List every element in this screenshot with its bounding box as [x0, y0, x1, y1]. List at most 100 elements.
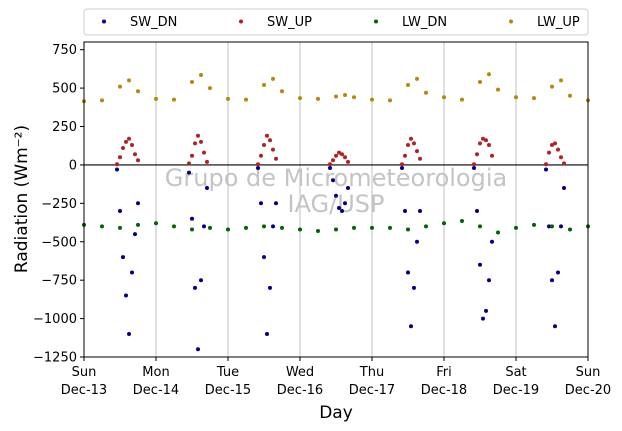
data-point — [100, 98, 104, 103]
data-point — [226, 227, 230, 232]
data-point — [562, 161, 566, 166]
data-point — [208, 86, 212, 91]
data-point — [400, 162, 404, 167]
data-point — [337, 206, 341, 210]
x-tick-label-day: Sun — [72, 365, 97, 380]
data-point — [406, 143, 410, 147]
data-point — [262, 255, 266, 260]
data-point — [496, 230, 500, 235]
data-point — [118, 155, 122, 160]
data-point — [562, 186, 566, 190]
legend-marker — [239, 19, 243, 24]
x-tick-label-day: Tue — [216, 365, 239, 380]
data-point — [172, 97, 176, 102]
data-point — [124, 139, 128, 144]
x-tick-label-day: Mon — [142, 365, 169, 380]
data-point — [550, 143, 554, 147]
x-tick-label-date: Dec-17 — [349, 383, 395, 398]
data-point — [130, 270, 134, 275]
data-point — [460, 219, 464, 223]
y-tick-label: 250 — [52, 120, 77, 135]
legend-label: LW_DN — [402, 15, 447, 30]
data-point — [202, 224, 206, 229]
data-point — [352, 95, 356, 100]
data-point — [280, 89, 284, 94]
data-point — [559, 155, 563, 160]
legend: SW_DN SW_UP LW_DN LW_UP — [83, 8, 589, 36]
data-point — [226, 96, 230, 101]
x-axis-label: Day — [319, 403, 353, 423]
series-sw-dn — [115, 166, 566, 352]
x-tick-label-date: Dec-16 — [277, 383, 323, 398]
data-point — [154, 221, 158, 226]
x-tick-label-date: Dec-19 — [493, 383, 539, 398]
watermark-line-1: Grupo de Micrometeorologia — [165, 164, 507, 192]
data-point — [118, 84, 122, 89]
data-point — [259, 153, 263, 158]
legend-label: LW_UP — [537, 15, 580, 30]
legend-marker — [102, 19, 106, 24]
data-point — [190, 153, 194, 158]
series-lw-up — [82, 72, 590, 104]
watermark: Grupo de Micrometeorologia IAG/USP — [165, 164, 507, 218]
data-point — [136, 201, 140, 206]
data-point — [100, 224, 104, 229]
data-point — [256, 162, 260, 167]
legend-marker — [509, 19, 513, 24]
data-point — [343, 201, 347, 206]
data-point — [424, 224, 428, 229]
data-point — [334, 227, 338, 232]
data-point — [334, 153, 338, 158]
data-point — [172, 224, 176, 229]
data-point — [328, 166, 332, 170]
legend-label: SW_UP — [267, 15, 312, 30]
data-point — [193, 285, 197, 290]
plot-frame — [83, 41, 589, 358]
data-point — [352, 225, 356, 230]
data-point — [478, 262, 482, 267]
x-tick-label-day: Wed — [286, 365, 314, 380]
data-point — [481, 136, 485, 141]
data-point — [259, 201, 263, 206]
data-point — [199, 73, 203, 77]
data-point — [202, 150, 206, 155]
y-tick-label: −1000 — [33, 312, 77, 327]
data-point — [415, 149, 419, 154]
x-tick-label-date: Dec-14 — [133, 383, 179, 398]
data-point — [424, 90, 428, 95]
data-point — [136, 222, 140, 227]
data-point — [115, 167, 119, 172]
data-point — [121, 146, 125, 150]
data-point — [334, 94, 338, 99]
data-point — [547, 224, 551, 229]
data-point — [370, 225, 374, 230]
data-point — [340, 152, 344, 157]
data-point — [268, 285, 272, 290]
data-point — [136, 89, 140, 94]
data-point — [316, 96, 320, 101]
data-point — [559, 224, 563, 229]
data-point — [334, 193, 338, 198]
data-point — [196, 347, 200, 352]
data-point — [343, 93, 347, 97]
data-point — [118, 209, 122, 213]
data-point — [403, 153, 407, 158]
data-point — [298, 227, 302, 232]
data-point — [412, 285, 416, 290]
x-tick-label-date: Dec-13 — [61, 383, 107, 398]
data-point — [409, 136, 413, 141]
data-point — [280, 225, 284, 230]
data-point — [553, 141, 557, 146]
data-point — [262, 83, 266, 87]
data-point — [190, 80, 194, 84]
data-point — [196, 133, 200, 138]
data-point — [337, 150, 341, 155]
data-point — [388, 225, 392, 230]
data-point — [346, 159, 350, 164]
x-tick-label-day: Thu — [359, 365, 384, 380]
data-point — [496, 87, 500, 92]
data-point — [205, 159, 209, 164]
data-point — [127, 332, 131, 336]
data-point — [154, 96, 158, 101]
